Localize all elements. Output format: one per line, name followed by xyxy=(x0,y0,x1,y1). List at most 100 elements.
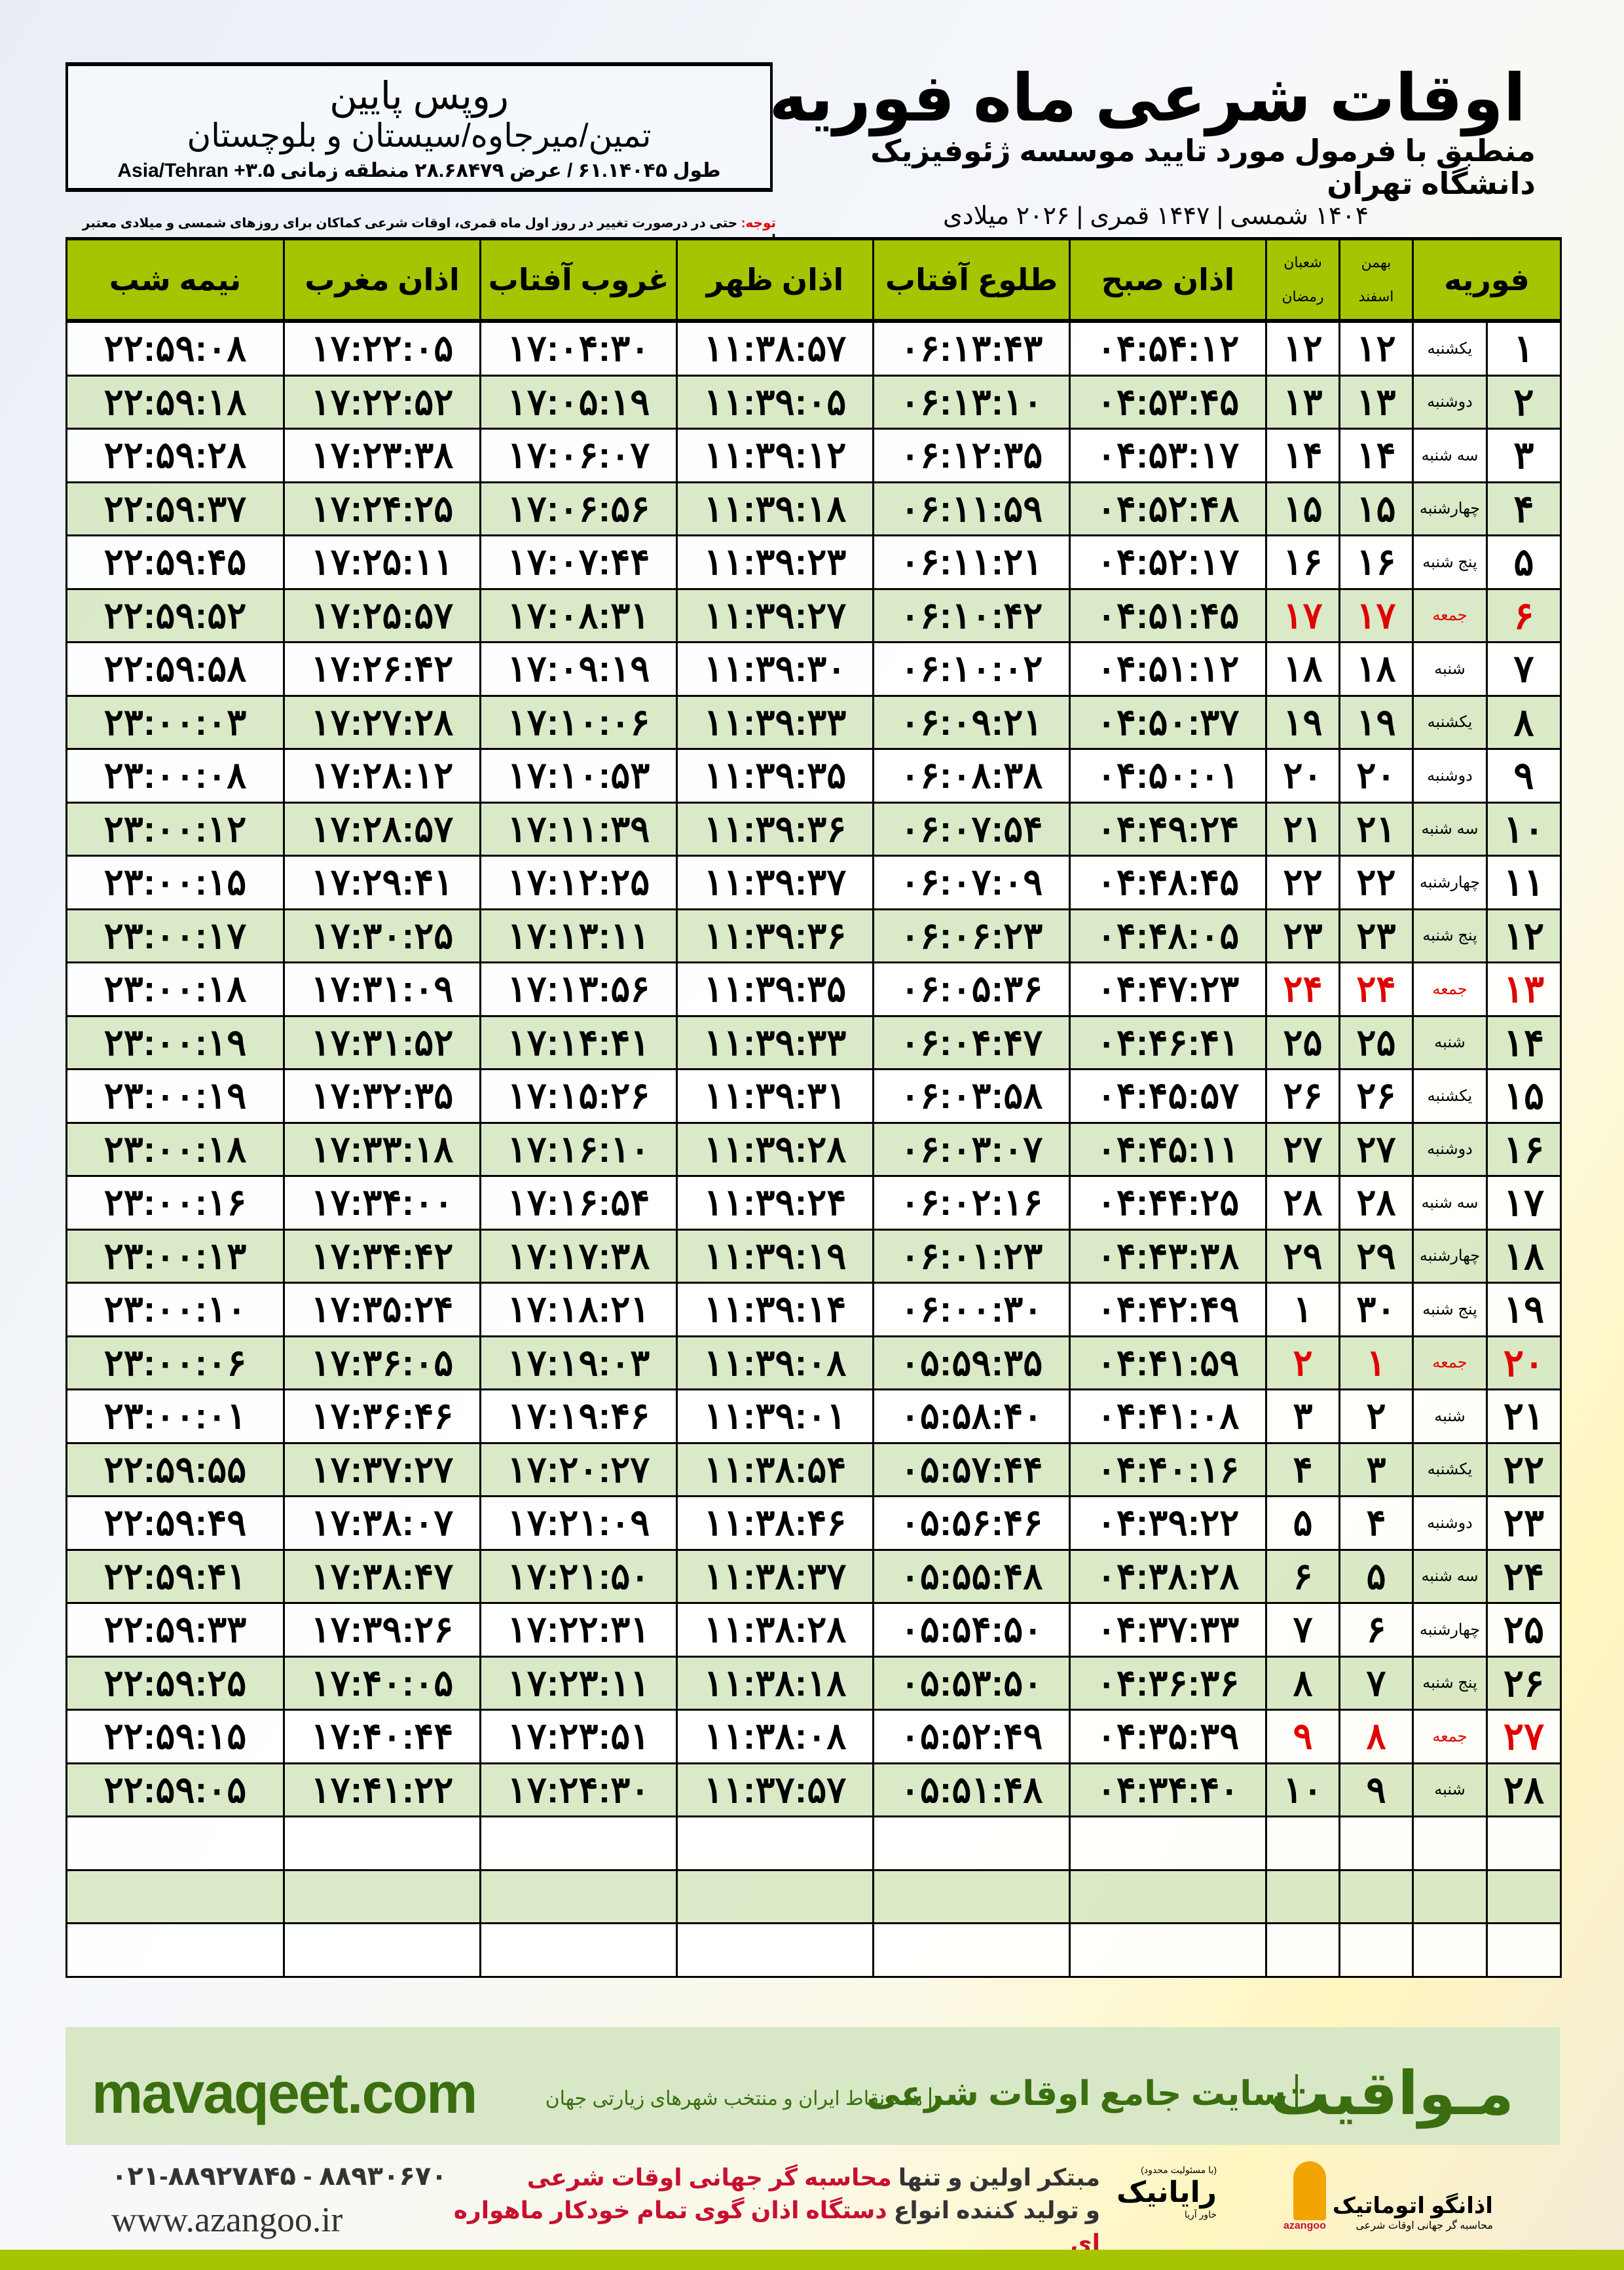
page-title: اوقات شرعی ماه فوریه xyxy=(769,62,1526,135)
solar-date xyxy=(1338,1922,1414,1978)
fajr-time xyxy=(1069,1815,1267,1871)
solar-date: ۱۸ xyxy=(1338,641,1414,697)
weekday: یکشنبه xyxy=(1412,320,1488,377)
midnight-time: ۲۲:۵۹:۴۵ xyxy=(65,534,285,590)
lunar-date: ۲۶ xyxy=(1265,1068,1340,1124)
fajr-time: ۰۴:۴۵:۱۱ xyxy=(1069,1121,1267,1177)
table-row: ۲۵ چهارشنبه ۶ ۷ ۰۴:۳۷:۳۳ ۰۵:۵۴:۵۰ ۱۱:۳۸:۲۸ ۱۷:۲… xyxy=(65,1602,1562,1658)
solar-date: ۱۵ xyxy=(1338,481,1414,536)
maghrib-time: ۱۷:۳۶:۰۵ xyxy=(283,1335,481,1390)
solar-date: ۲ xyxy=(1338,1388,1414,1444)
lunar-date: ۱۲ xyxy=(1265,320,1340,377)
day-number: ۲۷ xyxy=(1486,1709,1562,1764)
solar-date: ۴ xyxy=(1338,1495,1414,1551)
rayanik-logo: (با مسئولیت محدود) رایانیک خاور آریا xyxy=(1116,2165,1217,2220)
day-number: ۲۰ xyxy=(1486,1335,1562,1390)
sunrise-time: ۰۵:۵۴:۵۰ xyxy=(872,1602,1071,1658)
table-row: ۲۲ یکشنبه ۳ ۴ ۰۴:۴۰:۱۶ ۰۵:۵۷:۴۴ ۱۱:۳۸:۵۴ ۱۷:۲۰:… xyxy=(65,1442,1562,1497)
fajr-time: ۰۴:۵۰:۰۱ xyxy=(1069,748,1267,804)
header-solar-bottom: اسفند xyxy=(1358,288,1394,305)
dhuhr-time: ۱۱:۳۸:۴۶ xyxy=(676,1495,874,1551)
sunset-time: ۱۷:۱۶:۱۰ xyxy=(479,1121,678,1177)
dhuhr-time: ۱۱:۳۹:۲۴ xyxy=(676,1175,874,1231)
slogan-1a: مبتکر اولین و تنها xyxy=(891,2164,1100,2191)
sunset-time: ۱۷:۲۴:۳۰ xyxy=(479,1762,678,1817)
weekday: پنج شنبه xyxy=(1412,908,1488,963)
header-solar: بهمن اسفند xyxy=(1338,237,1414,323)
table-row: ۱۳ جمعه ۲۴ ۲۴ ۰۴:۴۷:۲۳ ۰۶:۰۵:۳۶ ۱۱:۳۹:۳۵ ۱۷:۱۳:… xyxy=(65,961,1562,1017)
dhuhr-time: ۱۱:۳۹:۳۶ xyxy=(676,908,874,963)
sunrise-time: ۰۶:۰۴:۴۷ xyxy=(872,1014,1071,1070)
day-number: ۱۲ xyxy=(1486,908,1562,963)
solar-date: ۲۴ xyxy=(1338,961,1414,1017)
fajr-time xyxy=(1069,1922,1267,1978)
weekday: چهارشنبه xyxy=(1412,1602,1488,1658)
sunset-time: ۱۷:۰۷:۴۴ xyxy=(479,534,678,590)
sunrise-time: ۰۵:۵۱:۴۸ xyxy=(872,1762,1071,1817)
location-box: روپس پایین تمین/میرجاوه/سیستان و بلوچستا… xyxy=(65,62,773,192)
sunrise-time: ۰۶:۱۳:۱۰ xyxy=(872,374,1071,430)
weekday xyxy=(1412,1922,1488,1978)
sunset-time xyxy=(479,1922,678,1978)
table-row: ۲۴ سه شنبه ۵ ۶ ۰۴:۳۸:۲۸ ۰۵:۵۵:۴۸ ۱۱:۳۸:۳۷ ۱۷:۲۱… xyxy=(65,1548,1562,1604)
header-midnight: نیمه شب xyxy=(65,237,285,323)
lunar-date: ۸ xyxy=(1265,1655,1340,1711)
sunset-time: ۱۷:۱۲:۲۵ xyxy=(479,855,678,910)
day-number: ۸ xyxy=(1486,694,1562,750)
fajr-time xyxy=(1069,1869,1267,1924)
weekday: شنبه xyxy=(1412,1762,1488,1817)
fajr-time: ۰۴:۴۱:۵۹ xyxy=(1069,1335,1267,1390)
midnight-time: ۲۲:۵۹:۵۸ xyxy=(65,641,285,697)
table-header: فوریه بهمن اسفند شعبان رمضان اذان صبح طلوع… xyxy=(65,237,1562,323)
sunset-time: ۱۷:۱۶:۵۴ xyxy=(479,1175,678,1231)
header-lunar-top: شعبان xyxy=(1283,254,1322,270)
sunrise-time: ۰۶:۰۷:۰۹ xyxy=(872,855,1071,910)
dhuhr-time: ۱۱:۳۹:۱۲ xyxy=(676,428,874,483)
solar-date: ۳ xyxy=(1338,1442,1414,1497)
sunset-time: ۱۷:۱۳:۱۱ xyxy=(479,908,678,963)
solar-date xyxy=(1338,1869,1414,1924)
dhuhr-time: ۱۱:۳۹:۳۵ xyxy=(676,748,874,804)
midnight-time: ۲۲:۵۹:۱۸ xyxy=(65,374,285,430)
day-number: ۲۸ xyxy=(1486,1762,1562,1817)
sunrise-time xyxy=(872,1922,1071,1978)
fajr-time: ۰۴:۵۳:۴۵ xyxy=(1069,374,1267,430)
table-row: ۱۰ سه شنبه ۲۱ ۲۱ ۰۴:۴۹:۲۴ ۰۶:۰۷:۵۴ ۱۱:۳۹:۳۶ ۱۷:… xyxy=(65,801,1562,857)
maghrib-time: ۱۷:۲۵:۵۷ xyxy=(283,587,481,643)
lunar-date: ۱۳ xyxy=(1265,374,1340,430)
day-number: ۲۲ xyxy=(1486,1442,1562,1497)
weekday: جمعه xyxy=(1412,1709,1488,1764)
day-number: ۲۴ xyxy=(1486,1548,1562,1604)
maghrib-time: ۱۷:۳۳:۱۸ xyxy=(283,1121,481,1177)
day-number: ۴ xyxy=(1486,481,1562,536)
dhuhr-time: ۱۱:۳۸:۲۸ xyxy=(676,1602,874,1658)
midnight-time xyxy=(65,1815,285,1871)
maghrib-time: ۱۷:۳۰:۲۵ xyxy=(283,908,481,963)
lunar-date xyxy=(1265,1922,1340,1978)
midnight-time: ۲۲:۵۹:۰۵ xyxy=(65,1762,285,1817)
dhuhr-time: ۱۱:۳۹:۲۸ xyxy=(676,1121,874,1177)
table-row: ۱۹ پنج شنبه ۳۰ ۱ ۰۴:۴۲:۴۹ ۰۶:۰۰:۳۰ ۱۱:۳۹:۱۴ ۱۷:… xyxy=(65,1282,1562,1337)
slogan-2a: و تولید کننده انواع xyxy=(887,2197,1100,2223)
maghrib-time: ۱۷:۲۷:۲۸ xyxy=(283,694,481,750)
dhuhr-time xyxy=(676,1869,874,1924)
rayanik-small: (با مسئولیت محدود) xyxy=(1141,2165,1217,2175)
sunrise-time xyxy=(872,1815,1071,1871)
table-row: ۱ یکشنبه ۱۲ ۱۲ ۰۴:۵۴:۱۲ ۰۶:۱۳:۴۳ ۱۱:۳۸:۵۷ ۱۷:۰۴… xyxy=(65,320,1562,377)
header-fajr: اذان صبح xyxy=(1069,237,1267,323)
site-link[interactable]: mavaqeet.com xyxy=(92,2060,477,2125)
azangoo-link[interactable]: www.azangoo.ir xyxy=(111,2200,343,2239)
midnight-time: ۲۲:۵۹:۱۵ xyxy=(65,1709,285,1764)
table-row: ۵ پنج شنبه ۱۶ ۱۶ ۰۴:۵۲:۱۷ ۰۶:۱۱:۲۱ ۱۱:۳۹:۲۳ ۱۷:… xyxy=(65,534,1562,590)
brand-logo: مـواقیت xyxy=(1270,2060,1514,2127)
lunar-date: ۹ xyxy=(1265,1709,1340,1764)
solar-date: ۳۰ xyxy=(1338,1282,1414,1337)
midnight-time: ۲۲:۵۹:۳۷ xyxy=(65,481,285,536)
sunset-time: ۱۷:۱۹:۰۳ xyxy=(479,1335,678,1390)
fajr-time: ۰۴:۳۹:۲۲ xyxy=(1069,1495,1267,1551)
lunar-date: ۲۱ xyxy=(1265,801,1340,857)
maghrib-time: ۱۷:۳۴:۰۰ xyxy=(283,1175,481,1231)
table-row: ۲۰ جمعه ۱ ۲ ۰۴:۴۱:۵۹ ۰۵:۵۹:۳۵ ۱۱:۳۹:۰۸ ۱۷:۱۹:۰۳… xyxy=(65,1335,1562,1390)
maghrib-time xyxy=(283,1869,481,1924)
maghrib-time xyxy=(283,1922,481,1978)
